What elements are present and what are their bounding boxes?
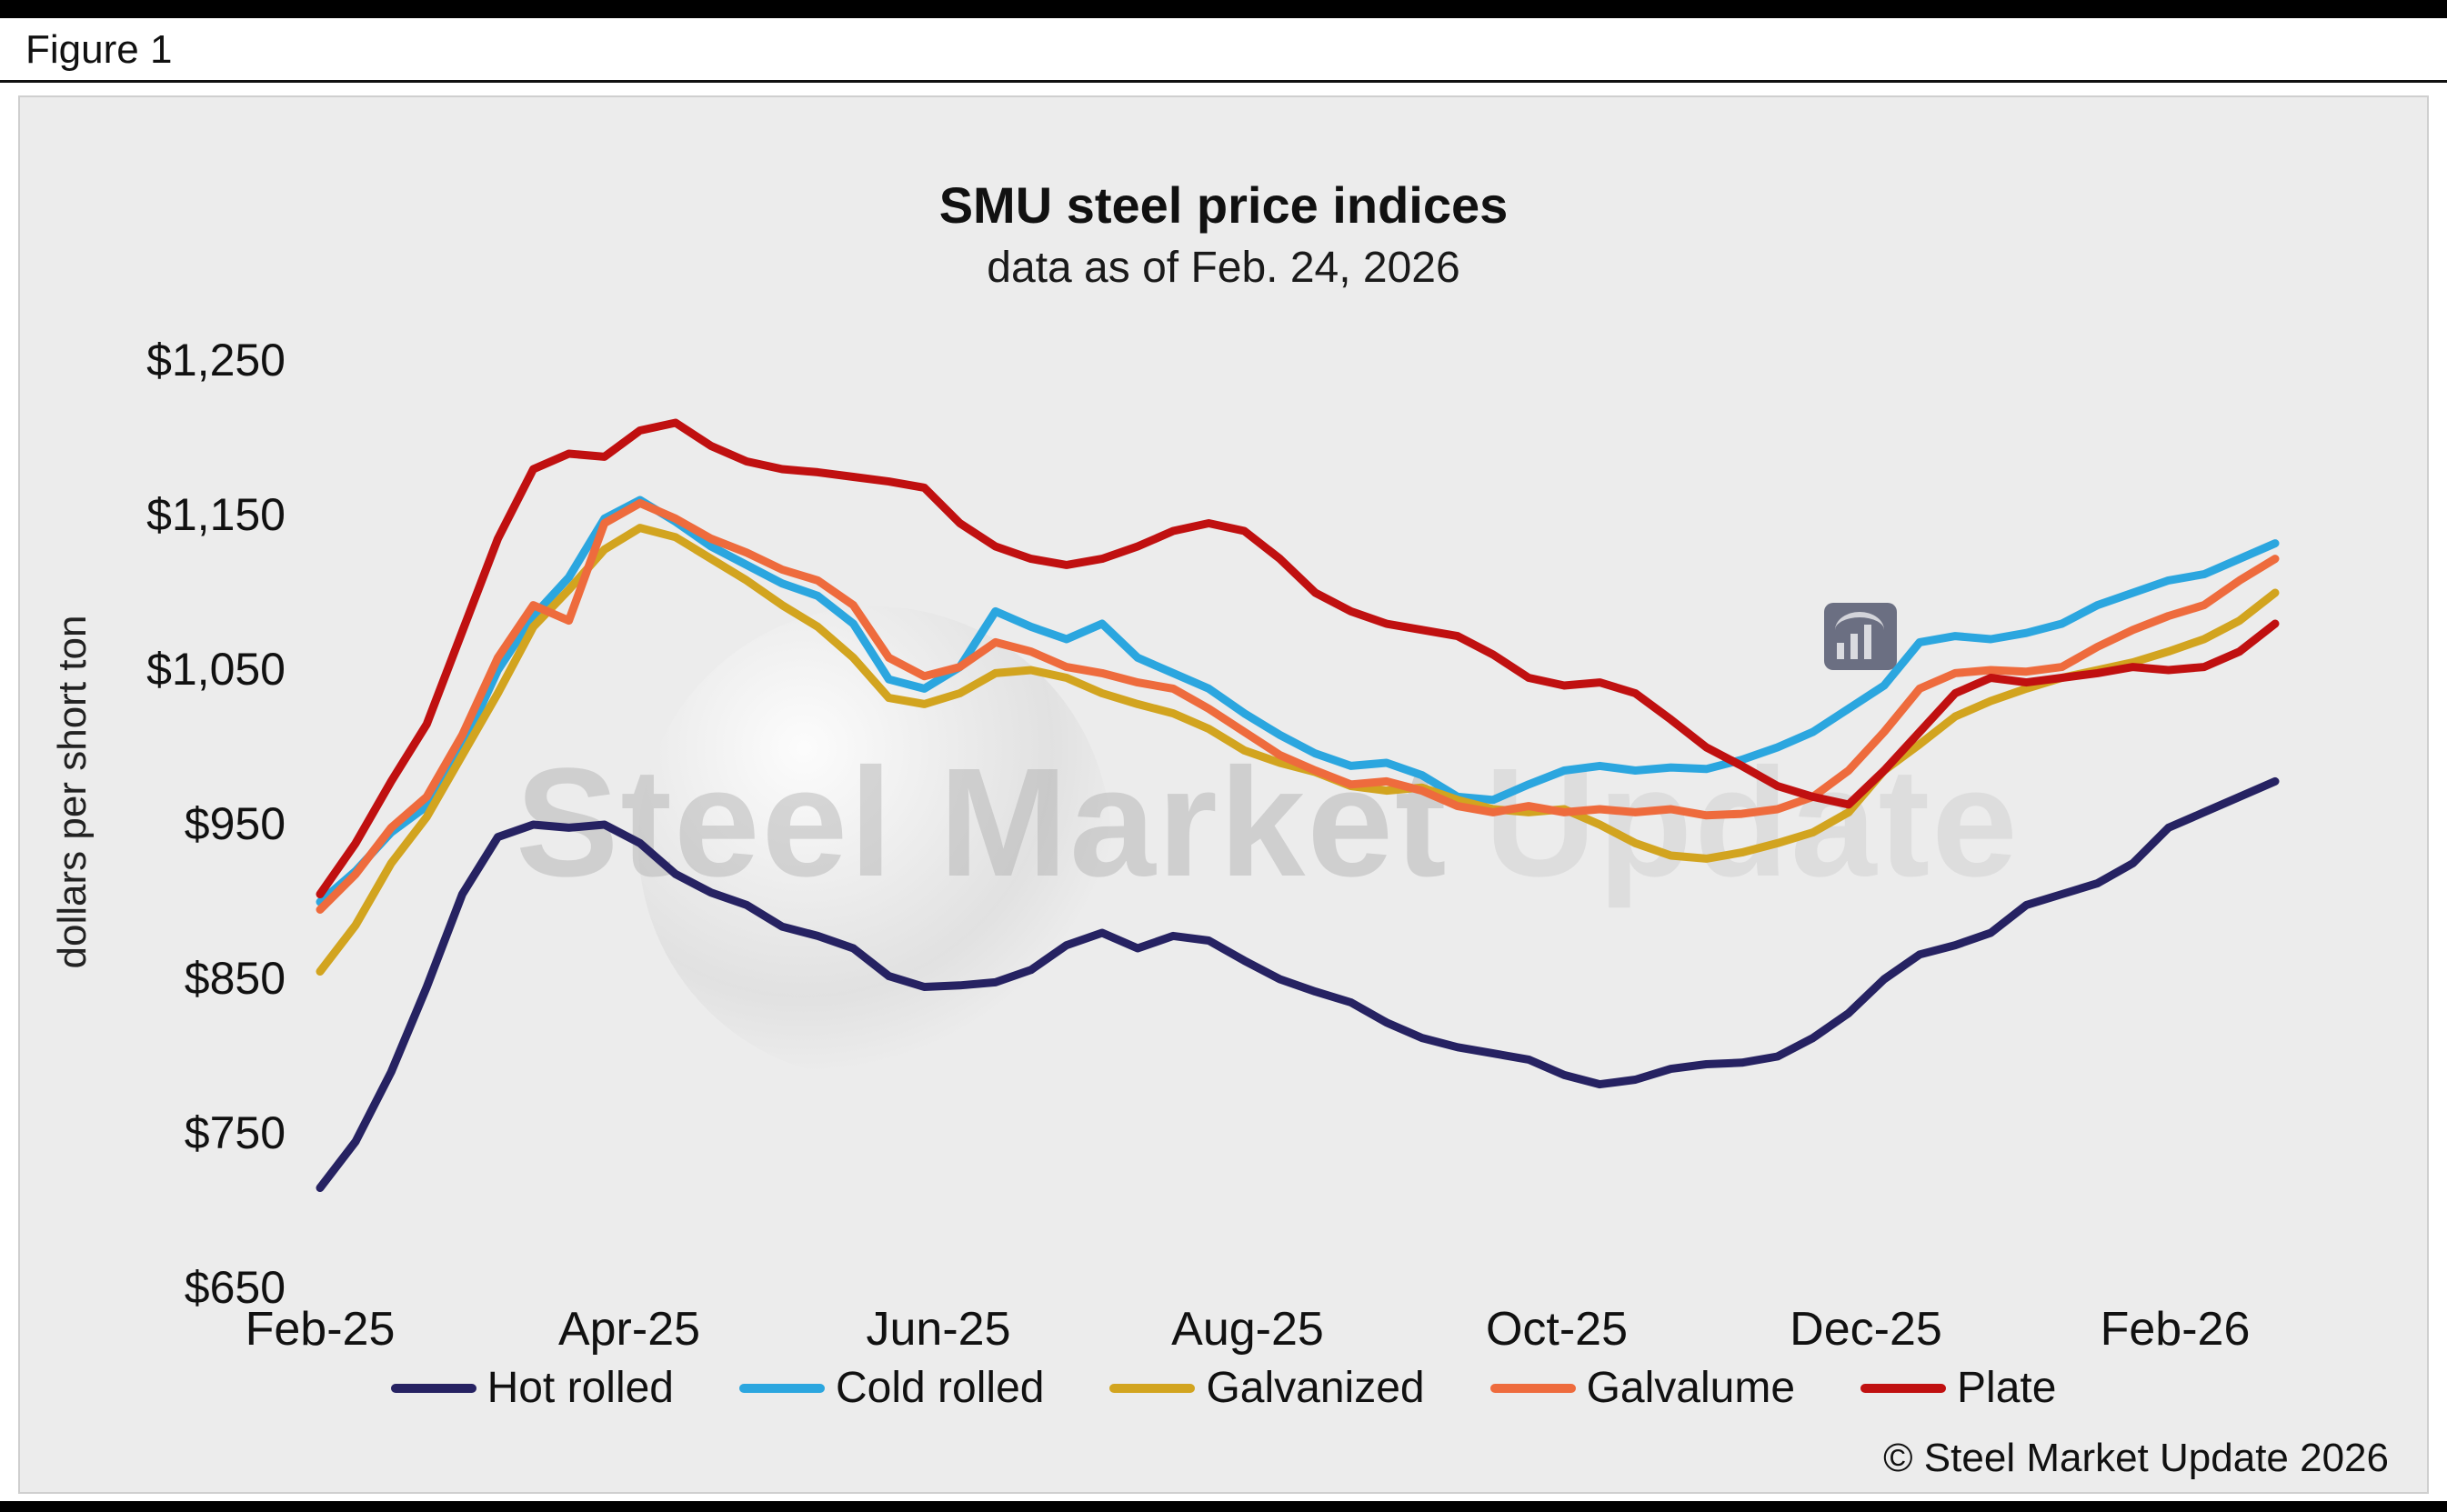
legend-label-plate: Plate [1957,1364,2057,1412]
header-divider [0,80,2447,83]
chart-panel: Steel Market Update SMU steel price indic… [18,95,2429,1494]
line-chart: $650 $750 $850 $950 $1,050 $1,150 $1,250 Feb-25… [146,335,2280,1356]
legend-swatch-galvalume [1489,1383,1576,1393]
legend-item-plate: Plate [1860,1363,2056,1413]
legend-item-galvanized: Galvanized [1109,1363,1425,1413]
watermark-logo-arc [1835,612,1884,630]
legend-label-cold-rolled: Cold rolled [836,1364,1045,1412]
y-tick-label: $850 [185,953,286,1004]
x-tick-label: Jun-25 [867,1303,1011,1356]
legend-label-galvanized: Galvanized [1206,1364,1425,1412]
chart-subtitle: data as of Feb. 24, 2026 [987,244,1460,292]
x-tick-label: Feb-25 [246,1303,396,1356]
x-tick-label: Apr-25 [558,1303,700,1356]
series-line-galvalume [316,498,2280,914]
legend-item-cold-rolled: Cold rolled [739,1363,1044,1413]
y-tick-label: $650 [185,1262,286,1313]
y-tick-label: $1,150 [146,489,286,540]
legend-item-galvalume: Galvalume [1489,1363,1796,1413]
top-black-bar [0,0,2447,18]
x-tick-label: Aug-25 [1171,1303,1324,1356]
series-line-galvanized [316,524,2280,976]
watermark-logo-bars [1837,625,1871,659]
chart-title: SMU steel price indices [938,176,1509,234]
legend-swatch-hot-rolled [390,1383,476,1393]
x-tick-label: Feb-26 [2101,1303,2251,1356]
legend: Hot rolled Cold rolled Galvanized Galvalume… [20,1363,2427,1413]
legend-label-galvalume: Galvalume [1586,1364,1796,1412]
legend-swatch-galvanized [1109,1383,1196,1393]
legend-swatch-cold-rolled [739,1383,825,1393]
legend-swatch-plate [1860,1383,1947,1393]
legend-label-hot-rolled: Hot rolled [486,1364,674,1412]
legend-item-hot-rolled: Hot rolled [390,1363,674,1413]
y-tick-label: $750 [185,1107,286,1158]
figure-header: Figure 1 [0,18,2447,80]
watermark-logo [1824,603,1897,670]
bottom-black-bar [0,1501,2447,1512]
series-line-hot-rolled [316,776,2280,1192]
figure-label: Figure 1 [25,27,173,72]
copyright-text: © Steel Market Update 2026 [1883,1436,2389,1480]
y-axis-title: dollars per short ton [50,615,95,969]
y-tick-label: $1,050 [146,644,286,695]
x-tick-label: Oct-25 [1486,1303,1628,1356]
y-tick-label: $950 [185,798,286,849]
series-line-plate [316,418,2280,898]
y-tick-label: $1,250 [146,335,286,386]
x-tick-label: Dec-25 [1790,1303,1942,1356]
